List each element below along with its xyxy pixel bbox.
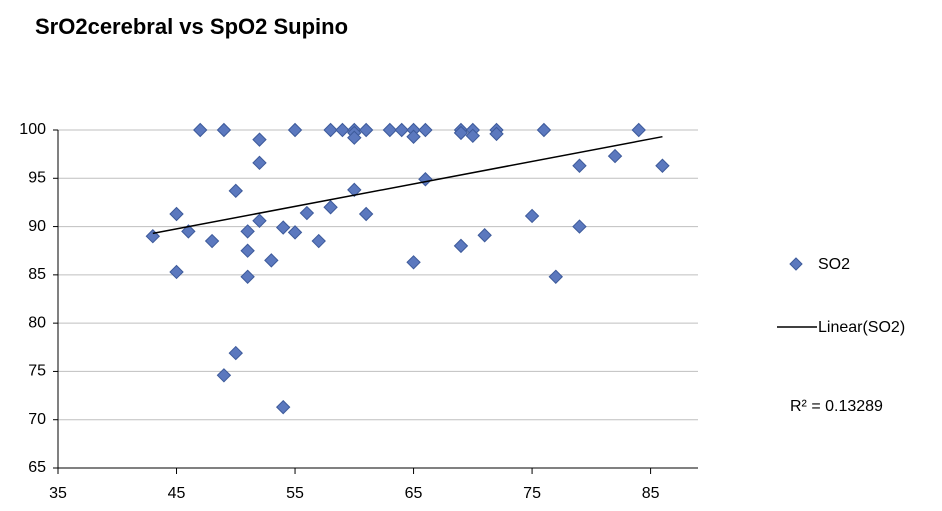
annotation: R² = 0.13289 (790, 398, 883, 415)
point (181, 224, 196, 239)
point (169, 264, 184, 280)
point (655, 158, 670, 173)
point (145, 229, 161, 244)
x-tick-label: 55 (286, 485, 304, 502)
point (453, 125, 469, 141)
point (335, 122, 350, 138)
point (382, 122, 398, 138)
point (323, 122, 338, 138)
point (311, 233, 326, 249)
x-tick-label: 45 (168, 485, 186, 502)
point (287, 225, 303, 240)
point (465, 128, 481, 144)
point (631, 122, 646, 138)
point (418, 122, 433, 138)
point (264, 253, 279, 268)
x-tick-label: 35 (49, 485, 67, 502)
point (536, 122, 552, 138)
legend-marker (789, 257, 803, 271)
point (216, 122, 232, 138)
point (406, 129, 421, 144)
point (228, 345, 243, 361)
point (394, 122, 409, 138)
point (347, 130, 362, 145)
point (323, 200, 338, 215)
point (275, 399, 291, 415)
point (169, 206, 184, 222)
point (299, 205, 315, 221)
point (477, 228, 492, 243)
legend-label: SO2 (818, 256, 850, 273)
point (252, 132, 267, 147)
y-tick-label: 70 (28, 411, 46, 428)
point (572, 158, 587, 173)
chart-title: SrO2cerebral vs SpO2 Supino (35, 14, 348, 39)
y-tick-label: 65 (28, 459, 46, 476)
point (406, 255, 421, 270)
trendline (152, 135, 663, 235)
x-tick-label: 75 (523, 485, 541, 502)
point (607, 148, 623, 164)
point (347, 182, 362, 198)
point (240, 224, 255, 239)
point (572, 219, 587, 234)
point (275, 220, 291, 235)
point (358, 122, 374, 138)
y-tick-label: 75 (28, 363, 46, 380)
point (240, 243, 255, 258)
point (252, 155, 267, 171)
point (418, 172, 433, 187)
y-tick-label: 100 (19, 121, 46, 138)
point (524, 208, 540, 224)
point (287, 122, 303, 138)
point (489, 126, 504, 142)
point (193, 122, 208, 138)
point (453, 238, 469, 254)
y-tick-label: 90 (28, 218, 46, 235)
x-tick-label: 65 (405, 485, 423, 502)
point (358, 206, 374, 222)
point (228, 183, 243, 199)
y-tick-label: 95 (28, 170, 46, 187)
legend-label: Linear(SO2) (818, 319, 905, 336)
y-tick-label: 80 (28, 314, 46, 331)
y-tick-label: 85 (28, 266, 46, 283)
point (204, 233, 220, 249)
point (548, 269, 563, 284)
x-tick-label: 85 (642, 485, 660, 502)
point (216, 368, 232, 383)
point (252, 213, 267, 228)
point (240, 269, 255, 284)
